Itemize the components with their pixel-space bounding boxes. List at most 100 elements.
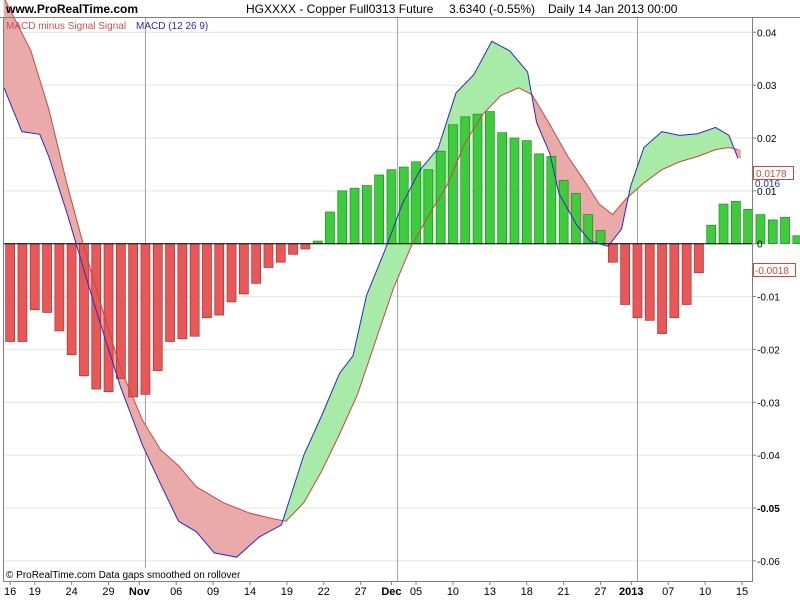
y-tick-label: 0.01 <box>757 187 777 198</box>
y-tick-label: -0.04 <box>757 451 780 462</box>
x-tick-label: 27 <box>355 586 367 598</box>
fill-segment-below <box>231 505 235 558</box>
badge-macd: 0.0178 <box>756 169 787 180</box>
histogram-bar <box>595 230 606 245</box>
histogram-bar <box>300 243 311 250</box>
fill-segment-above <box>478 61 481 123</box>
histogram-bar <box>694 243 704 274</box>
fill-segment-below <box>26 41 29 133</box>
fill-segment-above <box>368 284 372 362</box>
fill-segment-above <box>706 129 710 154</box>
fill-segment-above <box>361 305 365 382</box>
fill-segment-above <box>699 131 703 157</box>
fill-segment-above <box>511 52 515 92</box>
x-tick-label: 15 <box>736 586 748 598</box>
x-tick-label: 19 <box>29 586 41 598</box>
fill-segment-below <box>39 79 43 140</box>
fill-segment-above <box>386 239 390 309</box>
fill-segment-above <box>372 273 376 349</box>
fill-segment-above <box>377 262 381 335</box>
fill-segment-below <box>243 510 246 552</box>
histogram-bar <box>263 243 274 268</box>
histogram-bar <box>165 243 175 342</box>
histogram-bar <box>398 166 409 245</box>
fill-segment-above <box>310 435 314 492</box>
fill-segment-below <box>14 19 18 121</box>
y-tick-label: -0.02 <box>757 345 780 356</box>
fill-segment-above <box>704 130 707 155</box>
fill-segment-below <box>162 451 166 494</box>
histogram-bar <box>337 190 348 245</box>
fill-segment-below <box>249 512 253 546</box>
y-tick-label: -0.03 <box>757 398 780 409</box>
x-tick-label: 19 <box>281 586 293 598</box>
fill-segment-above <box>323 404 327 467</box>
fill-segment-above <box>348 357 352 415</box>
fill-segment-above <box>710 127 714 152</box>
fill-segment-below <box>153 437 157 475</box>
fill-segment-below <box>737 149 741 159</box>
fill-segment-above <box>325 399 329 462</box>
fill-segment-below <box>200 488 204 541</box>
histogram-bar <box>743 208 754 245</box>
x-tick-label: 22 <box>318 586 330 598</box>
badge-histogram-box <box>753 263 796 277</box>
fill-segment-below <box>19 28 23 132</box>
histogram-bar <box>767 219 778 245</box>
x-tick-label: 06 <box>170 586 182 598</box>
fill-segment-above <box>677 134 681 164</box>
y-tick-label: 0.04 <box>757 28 777 39</box>
x-tick-label: 14 <box>244 586 256 598</box>
fill-segment-below <box>32 57 36 134</box>
fill-segment-below <box>173 461 177 517</box>
fill-segment-below <box>269 517 273 532</box>
histogram-bar <box>189 243 200 337</box>
fill-segment-below <box>191 480 195 531</box>
y-tick-label: -0.05 <box>757 504 780 515</box>
fill-segment-below <box>180 467 184 525</box>
histogram-bar <box>472 113 483 245</box>
histogram-bar <box>657 243 667 334</box>
histogram-bar <box>632 243 643 319</box>
fill-segment-below <box>160 449 164 489</box>
fill-segment-below <box>155 441 159 480</box>
fill-segment-above <box>719 129 723 150</box>
histogram-bar <box>706 224 717 245</box>
fill-segment-above <box>307 440 311 496</box>
fill-segment-below <box>209 494 213 552</box>
fill-segment-above <box>659 130 663 172</box>
histogram-bar <box>681 243 692 305</box>
fill-segment-below <box>236 507 240 558</box>
y-tick-label: 0.03 <box>757 81 777 92</box>
fill-segment-above <box>721 130 725 149</box>
fill-segment-above <box>314 425 318 485</box>
footer-backdrop <box>4 568 266 581</box>
histogram-bar <box>214 243 225 316</box>
fill-segment-above <box>520 63 524 91</box>
fill-segment-above <box>726 133 730 149</box>
value-badges: 0.016 0.0178 -0.0018 <box>753 166 796 277</box>
histogram-bar <box>485 111 495 245</box>
fill-segment-below <box>216 498 220 555</box>
fill-segment-above <box>697 132 701 157</box>
fill-segment-above <box>688 134 692 160</box>
fill-segment-below <box>258 515 262 538</box>
fill-segment-above <box>674 134 678 165</box>
fill-segment-below <box>229 504 233 557</box>
fill-segment-above <box>668 132 672 168</box>
fill-segment-above <box>672 133 676 166</box>
macd-lines <box>3 0 739 558</box>
fill-segment-above <box>686 134 689 161</box>
fill-segment-above <box>408 186 412 252</box>
fill-segment-above <box>312 430 316 488</box>
histogram-bar <box>780 216 790 245</box>
fill-segment-below <box>225 503 229 556</box>
histogram-bar <box>349 187 360 245</box>
fill-segment-above <box>375 267 378 342</box>
fill-segment-above <box>339 369 343 435</box>
histogram-bar <box>460 116 471 245</box>
fill-segment-above <box>305 445 309 500</box>
fill-segment-above <box>381 251 385 322</box>
histogram-bar <box>448 124 458 245</box>
